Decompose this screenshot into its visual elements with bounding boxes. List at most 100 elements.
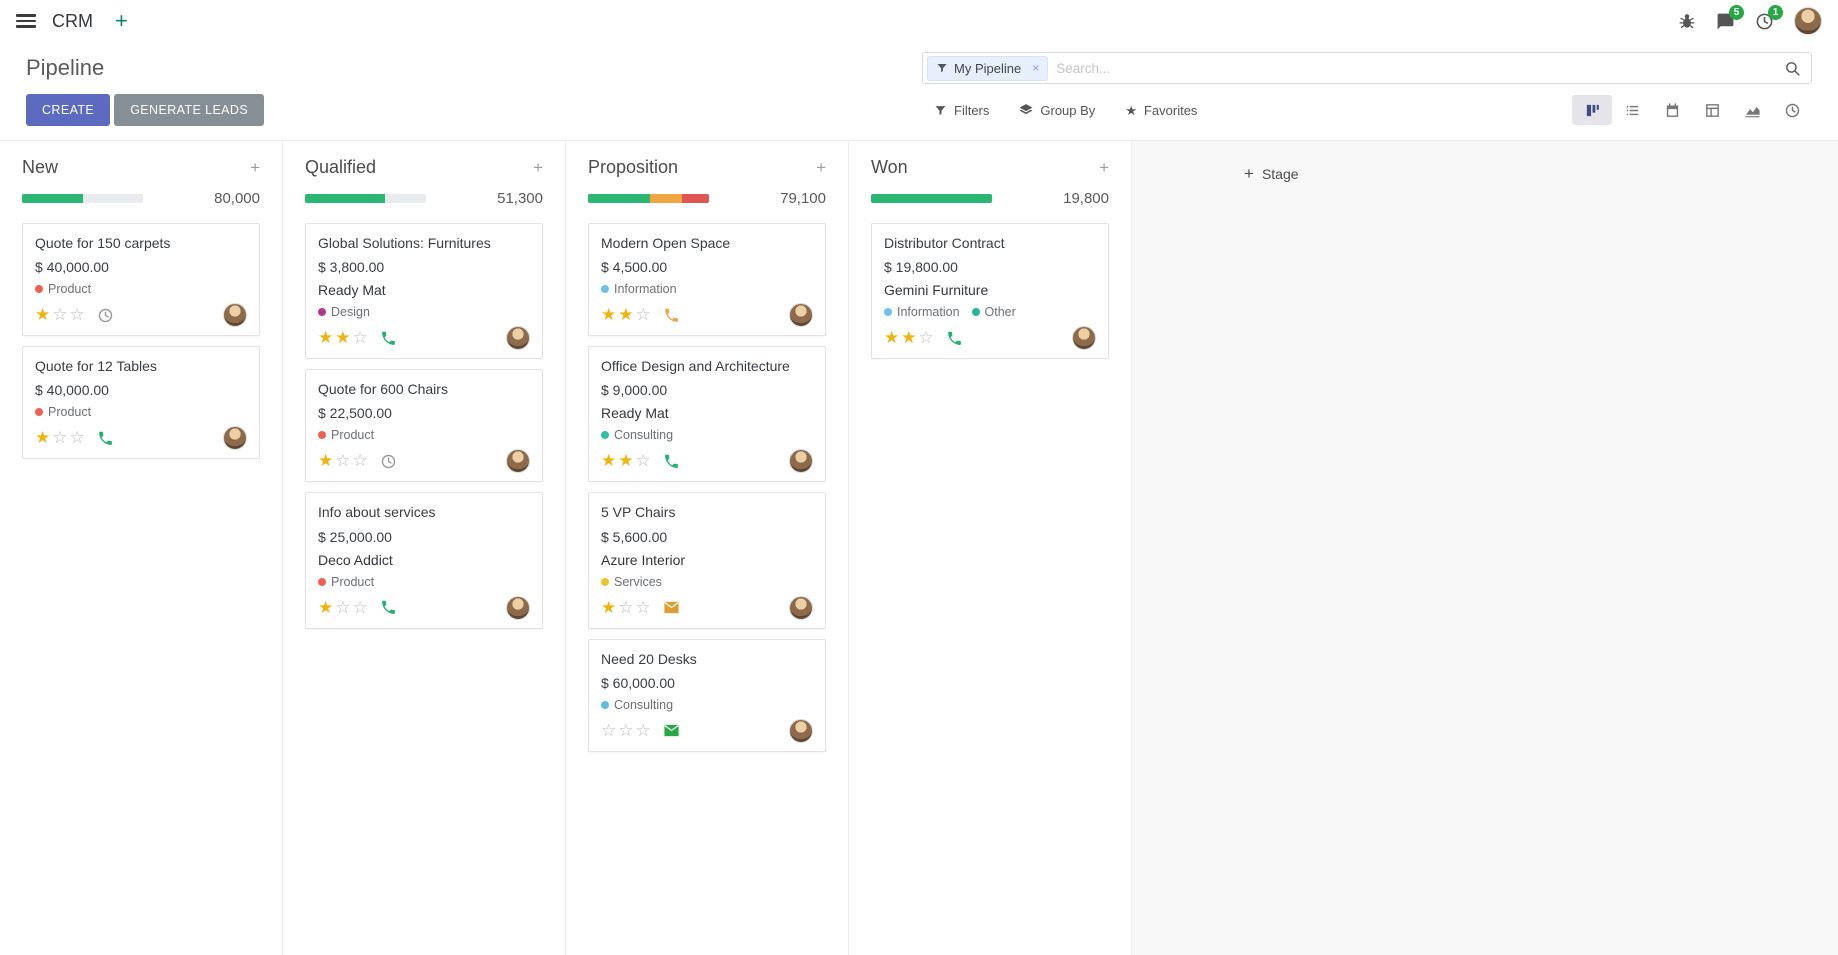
view-calendar-icon[interactable] (1652, 95, 1692, 125)
clock-activity-icon[interactable] (380, 453, 397, 470)
messages-icon[interactable]: 5 (1716, 4, 1744, 31)
priority-star[interactable]: ☆ (601, 720, 617, 740)
priority-star[interactable]: ☆ (52, 305, 68, 325)
kanban-card[interactable]: Info about services $ 25,000.00 Deco Add… (305, 492, 543, 629)
priority-star[interactable]: ☆ (635, 451, 651, 471)
debug-bug-icon[interactable] (1678, 12, 1696, 30)
add-record-button[interactable]: + (250, 158, 260, 177)
priority-star[interactable]: ☆ (618, 720, 634, 740)
priority-star[interactable]: ★ (318, 328, 334, 348)
kanban-card[interactable]: 5 VP Chairs $ 5,600.00 Azure Interior Se… (588, 492, 826, 629)
app-name[interactable]: CRM (52, 10, 93, 31)
priority-star[interactable]: ★ (618, 451, 634, 471)
envelope-activity-icon[interactable] (663, 722, 680, 739)
phone-activity-icon[interactable] (663, 307, 680, 324)
salesperson-avatar[interactable] (506, 595, 530, 620)
phone-activity-icon[interactable] (380, 330, 397, 347)
priority-star[interactable]: ★ (901, 328, 917, 348)
apps-menu-icon[interactable] (16, 14, 36, 28)
generate-leads-button[interactable]: GENERATE LEADS (114, 94, 265, 126)
salesperson-avatar[interactable] (223, 303, 247, 328)
kanban-card[interactable]: Quote for 150 carpets $ 40,000.00 Produc… (22, 223, 260, 337)
priority-star[interactable]: ★ (884, 328, 900, 348)
kanban-card[interactable]: Modern Open Space $ 4,500.00 Information… (588, 223, 826, 337)
salesperson-avatar[interactable] (506, 449, 530, 474)
user-avatar[interactable] (1794, 7, 1822, 35)
phone-activity-icon[interactable] (946, 330, 963, 347)
group-by-button[interactable]: Group By (1019, 103, 1095, 118)
priority-star[interactable]: ☆ (635, 720, 651, 740)
column-progressbar[interactable] (588, 194, 709, 203)
salesperson-avatar[interactable] (1072, 326, 1096, 351)
phone-activity-icon[interactable] (97, 430, 114, 447)
priority-star[interactable]: ☆ (69, 305, 85, 325)
view-activity-icon[interactable] (1772, 95, 1812, 125)
priority-star[interactable]: ★ (35, 428, 51, 448)
progress-segment[interactable] (305, 194, 385, 203)
priority-star[interactable]: ☆ (335, 597, 351, 617)
salesperson-avatar[interactable] (789, 718, 813, 743)
salesperson-avatar[interactable] (223, 426, 247, 451)
filters-button[interactable]: Filters (934, 103, 989, 118)
kanban-card[interactable]: Global Solutions: Furnitures $ 3,800.00 … (305, 223, 543, 360)
priority-star[interactable]: ☆ (69, 428, 85, 448)
priority-star[interactable]: ☆ (352, 451, 368, 471)
priority-star[interactable]: ☆ (52, 428, 68, 448)
salesperson-avatar[interactable] (789, 303, 813, 328)
search-input[interactable] (1048, 60, 1784, 76)
view-list-icon[interactable] (1612, 95, 1652, 125)
salesperson-avatar[interactable] (506, 326, 530, 351)
salesperson-avatar[interactable] (789, 449, 813, 474)
phone-activity-icon[interactable] (380, 599, 397, 616)
priority-star[interactable]: ★ (601, 451, 617, 471)
progress-segment[interactable] (682, 194, 709, 203)
progress-segment[interactable] (649, 194, 683, 203)
add-stage-button[interactable]: + Stage (1244, 165, 1299, 182)
clock-activity-icon[interactable] (97, 307, 114, 324)
tag-label: Consulting (614, 697, 674, 712)
priority-star[interactable]: ☆ (918, 328, 934, 348)
priority-star[interactable]: ★ (601, 597, 617, 617)
create-button[interactable]: CREATE (26, 94, 111, 126)
priority-star[interactable]: ☆ (352, 328, 368, 348)
card-partner: Deco Addict (318, 551, 393, 568)
kanban-card[interactable]: Quote for 12 Tables $ 40,000.00 Product … (22, 346, 260, 460)
priority-star[interactable]: ☆ (635, 305, 651, 325)
quick-add-icon[interactable]: + (115, 8, 128, 33)
column-progressbar[interactable] (305, 194, 426, 203)
priority-star[interactable]: ★ (318, 451, 334, 471)
priority-star[interactable]: ☆ (635, 597, 651, 617)
salesperson-avatar[interactable] (789, 595, 813, 620)
column-progressbar[interactable] (22, 194, 143, 203)
search-bar[interactable]: My Pipeline × (922, 52, 1812, 84)
add-record-button[interactable]: + (1099, 158, 1109, 177)
kanban-card[interactable]: Quote for 600 Chairs $ 22,500.00 Product… (305, 369, 543, 483)
priority-star[interactable]: ★ (318, 597, 334, 617)
search-facet[interactable]: My Pipeline × (927, 55, 1049, 81)
envelope-activity-icon[interactable] (663, 599, 680, 616)
priority-star[interactable]: ★ (335, 328, 351, 348)
progress-segment[interactable] (22, 194, 83, 203)
phone-activity-icon[interactable] (663, 453, 680, 470)
view-graph-icon[interactable] (1732, 95, 1772, 125)
kanban-card[interactable]: Distributor Contract $ 19,800.00 Gemini … (871, 223, 1109, 360)
priority-star[interactable]: ★ (601, 305, 617, 325)
activities-icon[interactable]: 1 (1755, 4, 1783, 31)
add-record-button[interactable]: + (533, 158, 543, 177)
view-pivot-icon[interactable] (1692, 95, 1732, 125)
favorites-button[interactable]: ★ Favorites (1125, 103, 1197, 118)
priority-star[interactable]: ☆ (335, 451, 351, 471)
progress-segment[interactable] (871, 194, 992, 203)
column-progressbar[interactable] (871, 194, 992, 203)
progress-segment[interactable] (588, 194, 650, 203)
kanban-card[interactable]: Office Design and Architecture $ 9,000.0… (588, 346, 826, 483)
priority-star[interactable]: ☆ (352, 597, 368, 617)
search-icon[interactable] (1784, 60, 1801, 77)
facet-remove-icon[interactable]: × (1032, 61, 1040, 75)
priority-star[interactable]: ☆ (618, 597, 634, 617)
kanban-card[interactable]: Need 20 Desks $ 60,000.00 Consulting ☆ ☆ ☆ (588, 638, 826, 752)
add-record-button[interactable]: + (816, 158, 826, 177)
priority-star[interactable]: ★ (35, 305, 51, 325)
priority-star[interactable]: ★ (618, 305, 634, 325)
view-kanban-icon[interactable] (1572, 95, 1612, 125)
